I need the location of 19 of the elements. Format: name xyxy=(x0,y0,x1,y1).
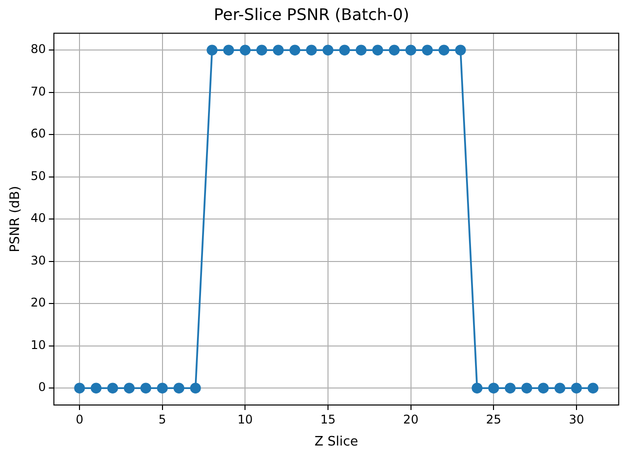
y-axis-title: PSNR (dB) xyxy=(8,186,24,252)
y-tick-label: 50 xyxy=(30,168,46,183)
x-tick-label: 5 xyxy=(158,412,166,426)
y-tick-label: 40 xyxy=(30,211,46,226)
x-tick-label: 10 xyxy=(238,412,253,426)
y-tick-label: 70 xyxy=(30,84,46,98)
x-tick-label: 15 xyxy=(320,412,336,426)
y-tick-label: 0 xyxy=(38,380,46,394)
x-tick-label: 25 xyxy=(486,412,502,426)
x-tick-label: 0 xyxy=(76,412,84,426)
x-axis-title: Z Slice xyxy=(314,434,358,450)
y-tick-label: 20 xyxy=(30,296,46,310)
y-tick-label: 80 xyxy=(30,42,46,56)
y-tick-label: 10 xyxy=(30,338,46,352)
x-tick-label: 30 xyxy=(568,412,584,426)
y-tick-label: 60 xyxy=(30,126,46,141)
y-tick-label: 30 xyxy=(30,253,46,268)
x-tick-label: 20 xyxy=(403,412,418,426)
chart-title: Per-Slice PSNR (Batch-0) xyxy=(214,4,410,24)
